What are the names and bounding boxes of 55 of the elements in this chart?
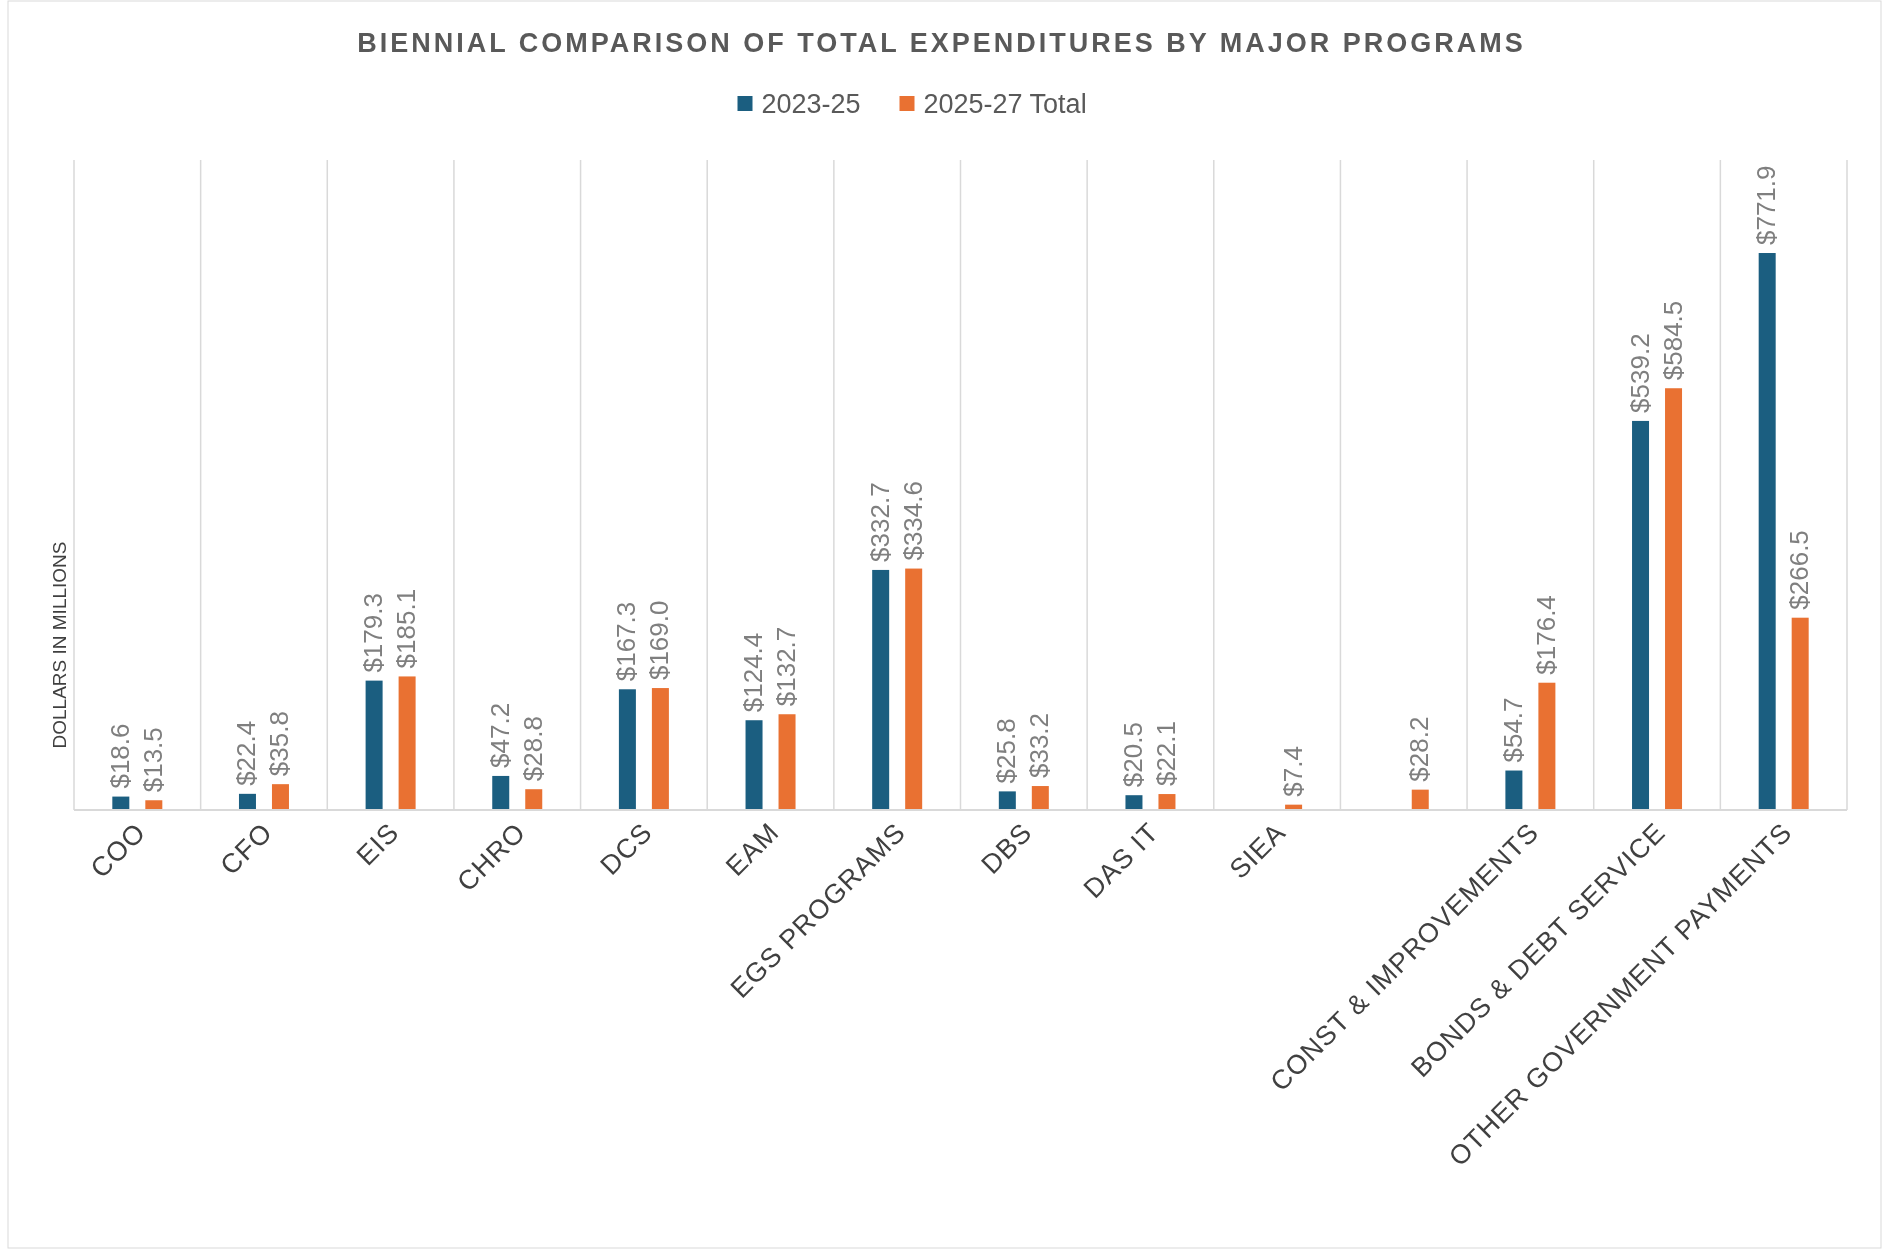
chart-title: BIENNIAL COMPARISON OF TOTAL EXPENDITURES BY MAJOR PROGRAMS [357, 28, 1526, 58]
bar [998, 791, 1016, 810]
data-label: $332.7 [864, 482, 895, 562]
data-label: $176.4 [1530, 595, 1561, 675]
bar [905, 568, 923, 810]
bar [1158, 794, 1176, 810]
bar [238, 793, 256, 810]
data-label: $35.8 [264, 711, 295, 777]
data-label: $167.3 [611, 601, 642, 682]
data-label: $539.2 [1624, 333, 1655, 413]
data-label: $185.1 [391, 588, 422, 669]
data-label: $124.4 [738, 632, 769, 713]
bar [398, 676, 416, 810]
data-label: $33.2 [1024, 712, 1055, 779]
bar [365, 680, 383, 810]
bar [1031, 786, 1049, 810]
bar [525, 789, 543, 810]
data-label: $179.3 [358, 593, 389, 673]
legend-label: 2023-25 [761, 89, 861, 119]
bar [651, 688, 669, 810]
data-label: $25.8 [991, 718, 1022, 784]
y-axis-title: DOLLARS IN MILLIONS [49, 541, 70, 749]
bar [1505, 770, 1523, 810]
data-label: $22.4 [231, 720, 262, 786]
data-label: $54.7 [1497, 697, 1528, 763]
bar [492, 775, 510, 810]
bar [1758, 253, 1776, 810]
x-tick-label: EIS [350, 817, 405, 872]
bar [1791, 617, 1809, 810]
data-label: $47.2 [484, 702, 515, 768]
data-label: $132.7 [771, 626, 802, 707]
data-label: $334.6 [897, 481, 928, 561]
legend-label: 2025-27 Total [923, 89, 1087, 119]
bar [778, 714, 796, 810]
bar [1538, 682, 1556, 810]
data-label: $169.0 [644, 600, 675, 681]
data-label: $28.2 [1404, 716, 1435, 782]
data-label: $22.1 [1150, 720, 1181, 787]
data-label: $771.9 [1751, 165, 1782, 246]
bar [1665, 388, 1683, 810]
bar [1411, 789, 1429, 810]
data-label: $18.6 [104, 723, 135, 789]
bar [618, 689, 636, 810]
data-label: $20.5 [1117, 722, 1148, 788]
bar [872, 569, 890, 810]
bar [745, 720, 763, 810]
data-label: $28.8 [517, 716, 548, 782]
data-label: $13.5 [137, 727, 168, 793]
data-label: $7.4 [1277, 746, 1308, 797]
data-label: $266.5 [1784, 530, 1815, 610]
bar [145, 800, 163, 810]
bar [1632, 420, 1650, 810]
bar [1125, 795, 1143, 810]
bar [271, 784, 289, 810]
data-label: $584.5 [1657, 300, 1688, 381]
